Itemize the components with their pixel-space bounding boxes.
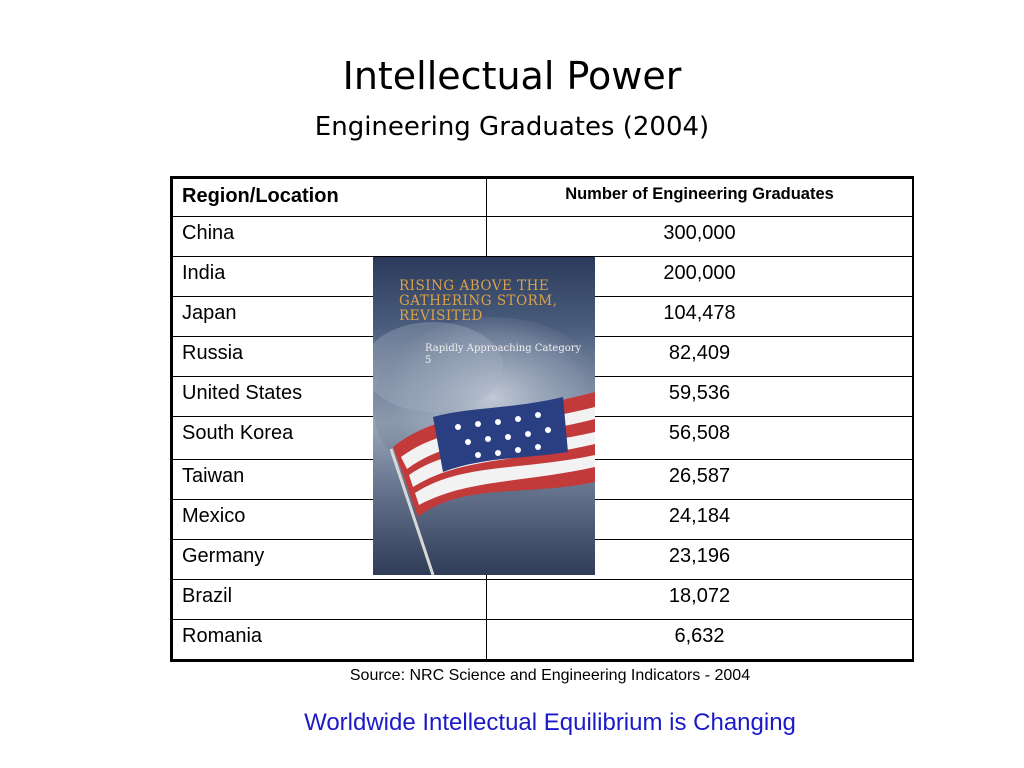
table-row: China 300,000: [172, 216, 913, 257]
region-cell: Brazil: [172, 579, 487, 620]
header-graduates: Number of Engineering Graduates: [486, 178, 913, 217]
region-cell: China: [172, 216, 487, 257]
region-cell: Romania: [172, 619, 487, 660]
book-subtitle: Rapidly Approaching Category 5: [425, 343, 582, 366]
book-cover-image: RISING ABOVE THE GATHERING STORM, REVISI…: [373, 257, 595, 575]
graduates-cell: 6,632: [486, 619, 913, 660]
slide-subtitle: Engineering Graduates (2004): [314, 112, 710, 142]
slide-title: Intellectual Power: [342, 54, 682, 98]
flag-illustration: [373, 317, 595, 575]
table-header-row: Region/Location Number of Engineering Gr…: [172, 178, 913, 217]
tagline: Worldwide Intellectual Equilibrium is Ch…: [304, 709, 796, 736]
header-region: Region/Location: [172, 178, 487, 217]
table-row: Brazil 18,072: [172, 579, 913, 620]
book-title: RISING ABOVE THE GATHERING STORM, REVISI…: [399, 278, 558, 324]
graduates-cell: 18,072: [486, 579, 913, 620]
graduates-cell: 300,000: [486, 216, 913, 257]
source-note: Source: NRC Science and Engineering Indi…: [349, 667, 751, 684]
table-row: Romania 6,632: [172, 619, 913, 660]
